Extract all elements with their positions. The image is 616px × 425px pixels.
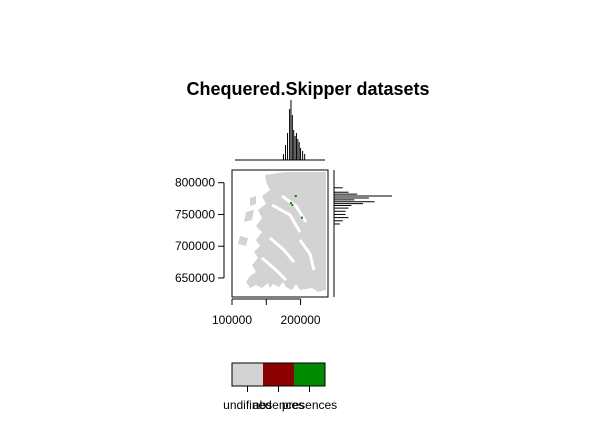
loch-channel [269,236,296,263]
y-tick-label: 750000 [175,207,215,221]
legend-label: undifined [223,398,272,412]
y-tick-label: 800000 [175,176,215,190]
y-tick-label: 650000 [175,271,215,285]
axes: 650000 700000 750000 800000 100000 200000 [175,169,329,327]
loch-channel [261,256,288,282]
presence-point [294,195,297,198]
land-region [250,196,256,206]
legend-label: absences [253,398,304,412]
presence-point [300,216,303,219]
land-region [244,210,254,222]
land-region [300,172,326,200]
loch-channel [298,239,316,271]
legend-swatch [232,363,263,386]
land-region [238,236,248,246]
presence-point [291,203,294,206]
y-tick-label: 700000 [175,239,215,253]
plot-frame [231,169,329,298]
map-panel [238,172,326,292]
chart-title: Chequered.Skipper datasets [186,79,429,99]
presence-point [289,202,292,205]
loch-channel [271,203,302,233]
right-histogram [333,170,392,297]
legend-swatch [294,363,325,386]
legend-swatch [263,363,294,386]
x-tick-label: 200000 [281,313,321,327]
x-tick-label: 100000 [212,313,252,327]
legend-label: presences [282,398,337,412]
top-histogram [235,100,325,161]
